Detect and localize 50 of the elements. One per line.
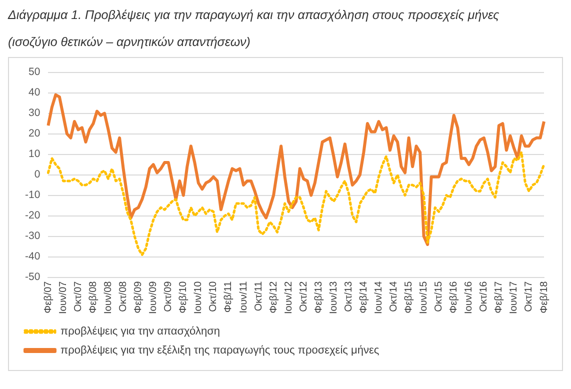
x-tick-label: Φεβ/12 [268, 280, 280, 314]
x-tick-label: Οκτ/07 [72, 280, 84, 312]
x-tick-label: Φεβ/16 [448, 280, 460, 314]
x-tick-label: Ιουν/16 [464, 280, 475, 314]
x-tick-label: Φεβ/10 [178, 280, 190, 314]
x-tick-label: Ιουν/09 [148, 280, 160, 314]
x-tick-label: Ιουν/12 [283, 280, 294, 314]
x-tick-label: Ιουν/07 [58, 280, 69, 314]
chart-title: Διάγραμμα 1. Προβλέψεις για την παραγωγή και την απασχόληση στους προσεχείς μήνες [8, 8, 500, 22]
x-tick-label: Φεβ/13 [313, 280, 324, 314]
x-tick-label: Ιουν/08 [103, 280, 114, 314]
x-tick-label: Οκτ/10 [208, 280, 220, 312]
y-tick-label: 50 [28, 66, 40, 78]
line-series [46, 150, 546, 256]
y-tick-label: 0 [34, 168, 40, 181]
x-tick-label: Οκτ/09 [163, 280, 174, 312]
y-tick-label: -40 [24, 250, 40, 263]
x-tick-label: Οκτ/11 [253, 280, 264, 312]
x-tick-label: Φεβ/07 [42, 280, 54, 314]
y-tick-label: 30 [28, 107, 40, 120]
x-tick-label: Ιουν/14 [373, 280, 384, 314]
chart-subtitle: (ισοζύγιο θετικών – αρνητικών απαντήσεων) [8, 35, 252, 49]
y-tick-label: 10 [28, 148, 40, 160]
x-tick-label: Ιουν/15 [418, 280, 430, 314]
y-tick-label: -20 [24, 210, 40, 222]
x-tick-label: Φεβ/11 [223, 280, 234, 313]
x-tick-label: Φεβ/15 [404, 280, 415, 314]
x-tick-label: Ιουν/17 [508, 280, 520, 314]
x-tick-label: Οκτ/08 [118, 280, 130, 312]
x-tick-label: Ιουν/10 [193, 280, 204, 314]
x-tick-label: Οκτ/15 [434, 280, 445, 312]
x-tick-label: Οκτ/12 [298, 280, 310, 312]
x-tick-label: Φεβ/09 [133, 280, 144, 314]
y-tick-label: 40 [28, 86, 40, 99]
x-tick-label: Φεβ/14 [358, 280, 370, 314]
legend-label: προβλέψεις για την εξέλιξη της παραγωγής τους προσεχείς μήνες [60, 344, 380, 357]
x-tick-label: Ιουν/11 [238, 280, 250, 314]
y-tick-label: -30 [24, 230, 40, 242]
y-tick-label: -10 [24, 189, 40, 202]
x-tick-label: Οκτ/14 [388, 280, 400, 312]
x-tick-label: Φεβ/17 [494, 280, 505, 314]
x-tick-label: Ιουν/13 [328, 280, 340, 314]
legend-label: προβλέψεις για την απασχόληση [60, 326, 220, 338]
x-tick-label: Φεβ/18 [538, 280, 550, 314]
x-tick-label: Οκτ/13 [343, 280, 354, 312]
x-tick-label: Φεβ/08 [88, 280, 99, 314]
y-tick-label: -50 [24, 271, 40, 284]
y-tick-label: 20 [28, 128, 40, 140]
x-tick-label: Οκτ/17 [524, 280, 535, 312]
x-tick-label: Οκτ/16 [478, 280, 490, 312]
